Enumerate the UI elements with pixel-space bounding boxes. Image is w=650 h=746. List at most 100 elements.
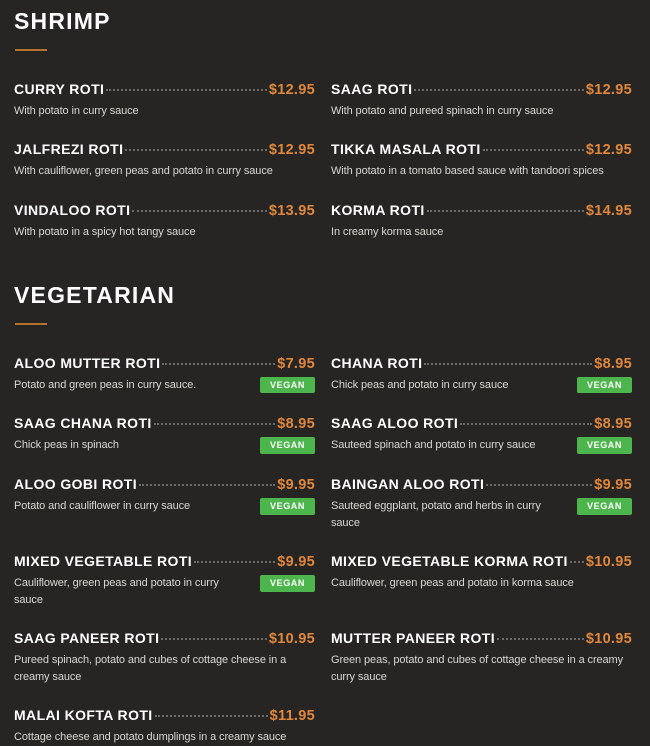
vegan-badge: VEGAN — [259, 376, 315, 394]
item-price: $10.95 — [585, 554, 632, 571]
menu-item: CHANA ROTI $8.95 Chick peas and potato i… — [331, 355, 632, 394]
item-header: MIXED VEGETABLE KORMA ROTI $10.95 — [331, 553, 632, 570]
section-items: CURRY ROTI $12.95 With potato in curry s… — [14, 81, 632, 241]
item-description: With potato in a spicy hot tangy sauce — [14, 225, 196, 238]
item-price: $9.95 — [277, 554, 315, 571]
item-price: $8.95 — [594, 416, 632, 433]
item-price: $9.95 — [277, 477, 315, 494]
dotted-leader — [569, 561, 584, 564]
item-price: $14.95 — [585, 202, 632, 219]
item-name: MIXED VEGETABLE KORMA ROTI — [331, 553, 568, 570]
dotted-leader — [161, 638, 267, 641]
item-sub: Chick peas and potato in curry sauce VEG… — [331, 376, 632, 394]
section-title: SHRIMP — [14, 8, 111, 34]
menu-item: MIXED VEGETABLE ROTI $9.95 Cauliflower, … — [14, 553, 315, 608]
dotted-leader — [424, 362, 593, 365]
dotted-leader — [194, 561, 276, 564]
item-header: BAINGAN ALOO ROTI $9.95 — [331, 476, 632, 493]
menu-item: MUTTER PANEER ROTI $10.95 Green peas, po… — [331, 630, 632, 685]
item-description: In creamy korma sauce — [331, 225, 444, 238]
menu-item: TIKKA MASALA ROTI $12.95 With potato in … — [331, 141, 632, 180]
item-description: With potato in a tomato based sauce with… — [331, 165, 604, 178]
menu-item: CURRY ROTI $12.95 With potato in curry s… — [14, 81, 315, 120]
item-sub: Cauliflower, green peas and potato in ko… — [331, 575, 632, 592]
item-price: $10.95 — [585, 631, 632, 648]
item-description: Cauliflower, green peas and potato in ko… — [331, 577, 574, 590]
item-sub: With potato in a tomato based sauce with… — [331, 163, 632, 180]
item-header: MALAI KOFTA ROTI $11.95 — [14, 707, 315, 724]
menu-section: VEGETARIAN ALOO MUTTER ROTI $7.95 Potato… — [14, 282, 632, 745]
dotted-leader — [486, 484, 593, 487]
vegan-badge: VEGAN — [576, 376, 632, 394]
menu-item: SAAG PANEER ROTI $10.95 Pureed spinach, … — [14, 630, 315, 685]
item-sub: Sauteed spinach and potato in curry sauc… — [331, 437, 632, 455]
item-price: $12.95 — [268, 142, 315, 159]
item-description: With potato in curry sauce — [14, 104, 139, 117]
item-name: SAAG CHANA ROTI — [14, 415, 152, 432]
item-name: TIKKA MASALA ROTI — [331, 141, 481, 158]
item-sub: Potato and cauliflower in curry sauce VE… — [14, 498, 315, 515]
item-price: $8.95 — [594, 355, 632, 372]
dotted-leader — [482, 149, 584, 152]
item-sub: Green peas, potato and cubes of cottage … — [331, 652, 632, 685]
item-name: ALOO GOBI ROTI — [14, 476, 138, 493]
item-header: SAAG ROTI $12.95 — [331, 81, 632, 98]
vegan-badge: VEGAN — [576, 437, 632, 455]
item-name: SAAG ALOO ROTI — [331, 415, 459, 432]
item-description: With potato and pureed spinach in curry … — [331, 104, 554, 117]
menu-item: KORMA ROTI $14.95 In creamy korma sauce — [331, 202, 632, 241]
item-description: With cauliflower, green peas and potato … — [14, 165, 273, 178]
dotted-leader — [106, 88, 267, 91]
item-price: $13.95 — [268, 202, 315, 219]
item-name: KORMA ROTI — [331, 201, 425, 218]
dotted-leader — [139, 484, 276, 487]
item-header: JALFREZI ROTI $12.95 — [14, 141, 315, 158]
item-price: $12.95 — [585, 81, 632, 98]
item-header: CURRY ROTI $12.95 — [14, 81, 315, 98]
item-description: Cauliflower, green peas and potato in cu… — [14, 577, 219, 606]
item-price: $7.95 — [277, 355, 315, 372]
dotted-leader — [414, 88, 584, 91]
dotted-leader — [162, 362, 276, 365]
item-price: $9.95 — [594, 477, 632, 494]
item-sub: Cauliflower, green peas and potato in cu… — [14, 575, 315, 608]
dotted-leader — [460, 423, 593, 426]
section-underline — [15, 322, 47, 325]
vegan-badge: VEGAN — [576, 498, 632, 515]
item-header: VINDALOO ROTI $13.95 — [14, 202, 315, 219]
menu-item: MIXED VEGETABLE KORMA ROTI $10.95 Caulif… — [331, 553, 632, 592]
item-sub: With cauliflower, green peas and potato … — [14, 163, 315, 180]
item-name: BAINGAN ALOO ROTI — [331, 476, 485, 493]
item-description: Cottage cheese and potato dumplings in a… — [14, 731, 287, 744]
item-header: ALOO MUTTER ROTI $7.95 — [14, 355, 315, 372]
item-name: JALFREZI ROTI — [14, 141, 124, 158]
item-header: CHANA ROTI $8.95 — [331, 355, 632, 372]
vegan-badge: VEGAN — [259, 575, 315, 592]
menu-item: BAINGAN ALOO ROTI $9.95 Sauteed eggplant… — [331, 476, 632, 531]
menu: SHRIMP CURRY ROTI $12.95 With potato in … — [14, 8, 632, 746]
menu-section: SHRIMP CURRY ROTI $12.95 With potato in … — [14, 8, 632, 240]
menu-item: SAAG ALOO ROTI $8.95 Sauteed spinach and… — [331, 415, 632, 455]
item-header: TIKKA MASALA ROTI $12.95 — [331, 141, 632, 158]
menu-item: SAAG ROTI $12.95 With potato and pureed … — [331, 81, 632, 120]
item-description: Sauteed eggplant, potato and herbs in cu… — [331, 500, 541, 529]
item-name: SAAG PANEER ROTI — [14, 630, 160, 647]
item-name: MIXED VEGETABLE ROTI — [14, 553, 193, 570]
item-sub: Pureed spinach, potato and cubes of cott… — [14, 652, 315, 685]
item-header: SAAG ALOO ROTI $8.95 — [331, 415, 632, 432]
item-name: MALAI KOFTA ROTI — [14, 707, 153, 724]
item-description: Sauteed spinach and potato in curry sauc… — [331, 439, 536, 452]
item-description: Green peas, potato and cubes of cottage … — [331, 654, 624, 683]
item-sub: In creamy korma sauce — [331, 224, 632, 241]
item-header: KORMA ROTI $14.95 — [331, 202, 632, 219]
item-header: MIXED VEGETABLE ROTI $9.95 — [14, 553, 315, 570]
vegan-badge: VEGAN — [259, 437, 315, 455]
menu-item: MALAI KOFTA ROTI $11.95 Cottage cheese a… — [14, 707, 315, 746]
item-price: $12.95 — [585, 142, 632, 159]
section-underline — [15, 48, 47, 51]
item-description: Chick peas in spinach — [14, 439, 119, 452]
item-description: Pureed spinach, potato and cubes of cott… — [14, 654, 287, 683]
item-description: Chick peas and potato in curry sauce — [331, 378, 509, 391]
item-name: CHANA ROTI — [331, 354, 423, 371]
item-sub: With potato in curry sauce — [14, 103, 315, 120]
